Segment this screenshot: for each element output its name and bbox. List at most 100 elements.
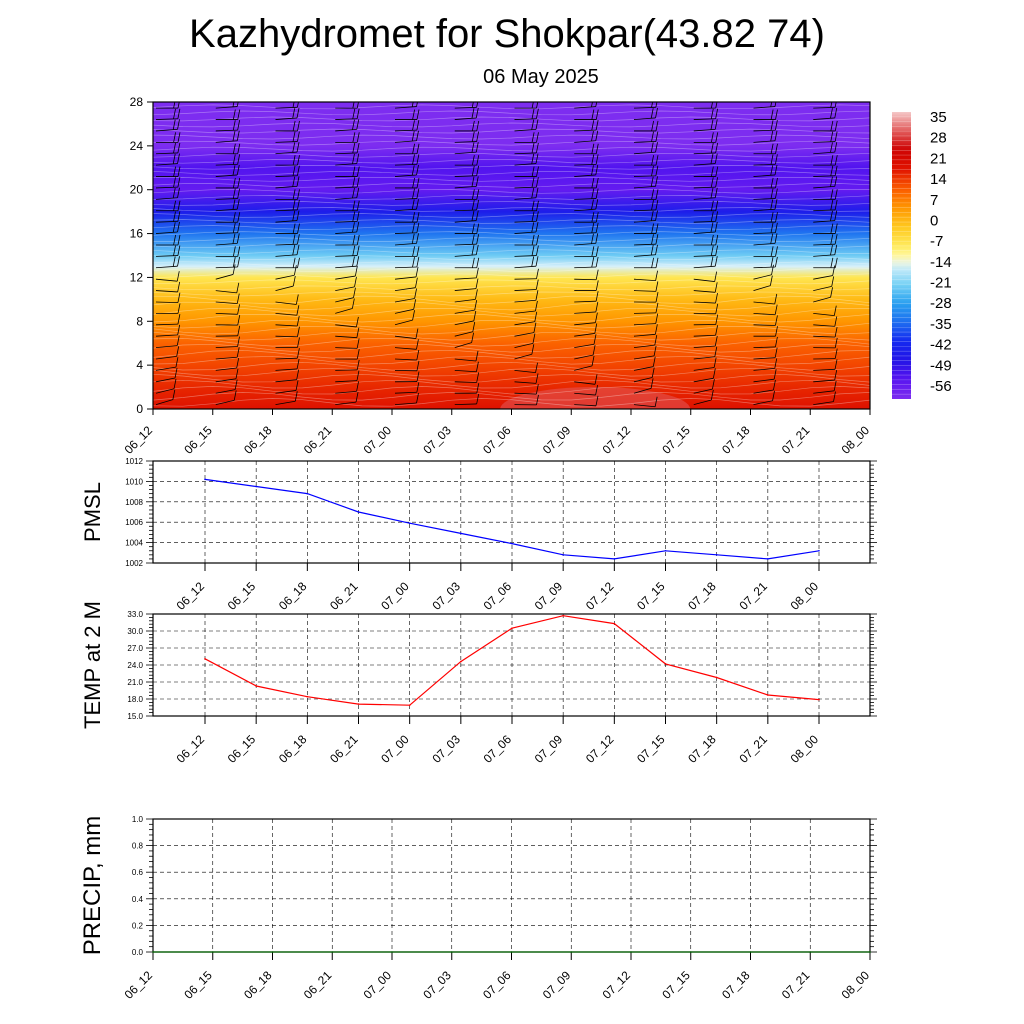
wind-barb-flag [476, 267, 479, 278]
wind-barb-flag [232, 177, 236, 189]
wind-barb-shaft [215, 266, 238, 269]
wind-barb [574, 212, 599, 223]
wind-barb-shaft [873, 232, 895, 234]
data-point [460, 660, 462, 663]
wind-barb [634, 223, 659, 234]
ytick-label: 0.8 [132, 842, 144, 851]
wind-barb-flag [710, 389, 714, 401]
xtick-label: 08_00 [788, 732, 822, 766]
wind-barb [215, 188, 241, 200]
wind-barb [574, 269, 599, 281]
wind-barb-flag [476, 372, 480, 383]
wind-barb-flag [237, 336, 240, 347]
wind-barb-shaft [335, 265, 357, 269]
colorbar-label: 28 [930, 130, 947, 147]
contour-line [153, 295, 870, 305]
data-point [511, 542, 513, 545]
wind-barb-shaft [215, 301, 238, 304]
xtick-label: 07_18 [685, 579, 719, 613]
wind-barb [156, 166, 181, 177]
wind-barb-shaft [155, 399, 173, 405]
wind-barb-flag [412, 212, 415, 223]
wind-barb-flag [232, 130, 236, 142]
xtick-label: 07_21 [736, 732, 770, 766]
wind-barb [813, 210, 838, 223]
wind-barb-shaft [813, 106, 836, 109]
contour-line [153, 195, 870, 200]
wind-barb-flag [710, 132, 714, 143]
wind-barb-flag [292, 176, 296, 187]
wind-barb-flag [834, 348, 838, 359]
wind-barb-flag [774, 256, 778, 268]
contour-line [153, 231, 870, 236]
wind-barb-flag [655, 155, 659, 166]
data-point [570, 951, 573, 953]
wind-barb-shaft [275, 312, 297, 316]
wind-barb [215, 233, 240, 246]
wind-barb-shaft [155, 186, 178, 189]
heatmap-xtick-label: 07_03 [420, 423, 454, 457]
wind-barb [514, 234, 539, 246]
wind-barb-flag [834, 189, 838, 200]
wind-barb-flag [832, 265, 836, 276]
wind-barb-flag [416, 382, 420, 393]
xtick-label: 07_00 [361, 968, 395, 1002]
wind-barb-flag [411, 102, 414, 107]
wind-barb-flag [172, 389, 176, 400]
wind-barb [693, 357, 717, 371]
wind-barb [275, 305, 300, 316]
wind-barb [394, 154, 420, 166]
wind-barb-shaft [215, 106, 238, 109]
wind-barb-flag [774, 304, 778, 315]
wind-barb-flag [352, 188, 355, 199]
wind-barb-shaft [454, 185, 477, 189]
wind-barb-flag [177, 108, 181, 119]
wind-barb-shaft [633, 106, 656, 109]
wind-barb [155, 314, 181, 326]
wind-barb-flag [471, 165, 475, 176]
wind-barb-shaft [454, 277, 477, 280]
data-point [562, 614, 564, 617]
wind-barb-shaft [215, 389, 236, 394]
wind-barb [335, 245, 360, 257]
heatmap-fill [153, 102, 870, 409]
wind-barb-flag [173, 200, 176, 211]
contour-line [153, 225, 870, 230]
wind-barb-shaft [693, 345, 716, 348]
data-point [331, 951, 334, 953]
wind-barb [155, 256, 180, 269]
wind-barb [574, 395, 599, 407]
wind-barb-shaft [394, 232, 417, 234]
wind-barb-flag [650, 210, 654, 221]
wind-barb [275, 189, 300, 200]
wind-barb-flag [292, 120, 296, 132]
wind-barb-shaft [454, 151, 477, 155]
wind-barb [215, 164, 240, 177]
wind-barb [155, 245, 181, 257]
wind-barb-shaft [873, 164, 895, 166]
wind-barb-flag [471, 176, 475, 187]
wind-barb-flag [890, 188, 892, 198]
wind-barb-shaft [454, 403, 477, 406]
wind-barb [514, 245, 539, 257]
wind-barb-flag [890, 154, 892, 164]
wind-barb-shaft [873, 325, 894, 328]
wind-barb-flag [296, 210, 300, 221]
wind-barb-flag [237, 314, 241, 326]
wind-barb-flag [236, 357, 240, 369]
wind-barb-flag [775, 177, 778, 189]
data-point [689, 951, 692, 953]
wind-barb [394, 233, 419, 246]
wind-barb [335, 338, 360, 349]
wind-barb-flag [352, 153, 355, 164]
wind-barb [574, 233, 599, 246]
wind-barb-flag [296, 348, 300, 359]
colorbar-label: -49 [930, 357, 952, 374]
wind-barb-flag [416, 154, 420, 165]
wind-barb [454, 234, 480, 246]
xtick-label: 06_15 [225, 579, 259, 613]
wind-barb-flag [471, 108, 475, 119]
wind-barb-flag [295, 380, 299, 391]
wind-barb-flag [535, 300, 538, 312]
wind-barb-shaft [275, 151, 298, 155]
